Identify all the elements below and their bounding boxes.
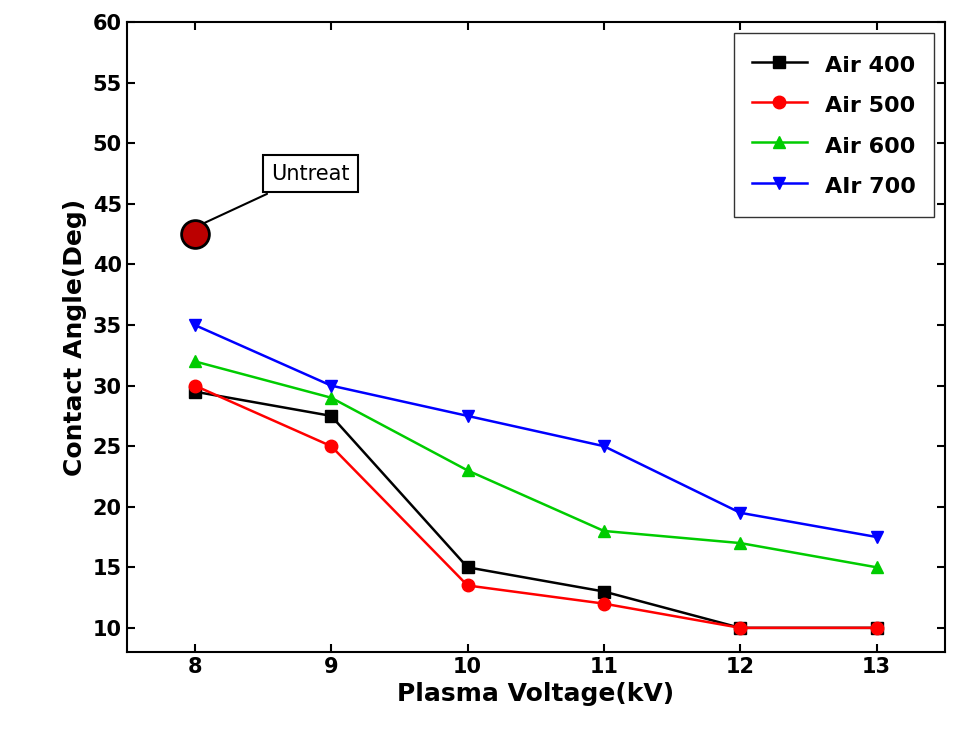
Air 600 xyxy=(325,393,337,402)
Air 500 xyxy=(325,442,337,451)
Text: Untreat: Untreat xyxy=(193,164,350,229)
AIr 700 xyxy=(871,533,882,542)
Air 500 xyxy=(734,623,746,632)
Air 400 xyxy=(598,587,610,596)
Line: AIr 700: AIr 700 xyxy=(189,319,882,543)
Air 600 xyxy=(598,527,610,536)
Air 500 xyxy=(871,623,882,632)
AIr 700 xyxy=(325,381,337,390)
Line: Air 500: Air 500 xyxy=(189,379,882,634)
X-axis label: Plasma Voltage(kV): Plasma Voltage(kV) xyxy=(397,682,674,706)
Air 600 xyxy=(189,357,201,366)
Air 400 xyxy=(734,623,746,632)
Air 400 xyxy=(189,388,201,396)
AIr 700 xyxy=(462,411,473,420)
AIr 700 xyxy=(189,321,201,330)
Air 400 xyxy=(325,411,337,420)
Y-axis label: Contact Angle(Deg): Contact Angle(Deg) xyxy=(63,199,87,476)
Legend: Air 400, Air 500, Air 600, AIr 700: Air 400, Air 500, Air 600, AIr 700 xyxy=(733,33,934,217)
Air 500 xyxy=(598,599,610,608)
Air 500 xyxy=(462,581,473,590)
Line: Air 600: Air 600 xyxy=(189,355,882,574)
Air 600 xyxy=(462,466,473,475)
Air 400 xyxy=(871,623,882,632)
Air 400 xyxy=(462,563,473,572)
Line: Air 400: Air 400 xyxy=(189,385,882,634)
AIr 700 xyxy=(598,442,610,451)
AIr 700 xyxy=(734,508,746,517)
Air 600 xyxy=(734,539,746,548)
Air 500 xyxy=(189,381,201,390)
Air 600 xyxy=(871,563,882,572)
